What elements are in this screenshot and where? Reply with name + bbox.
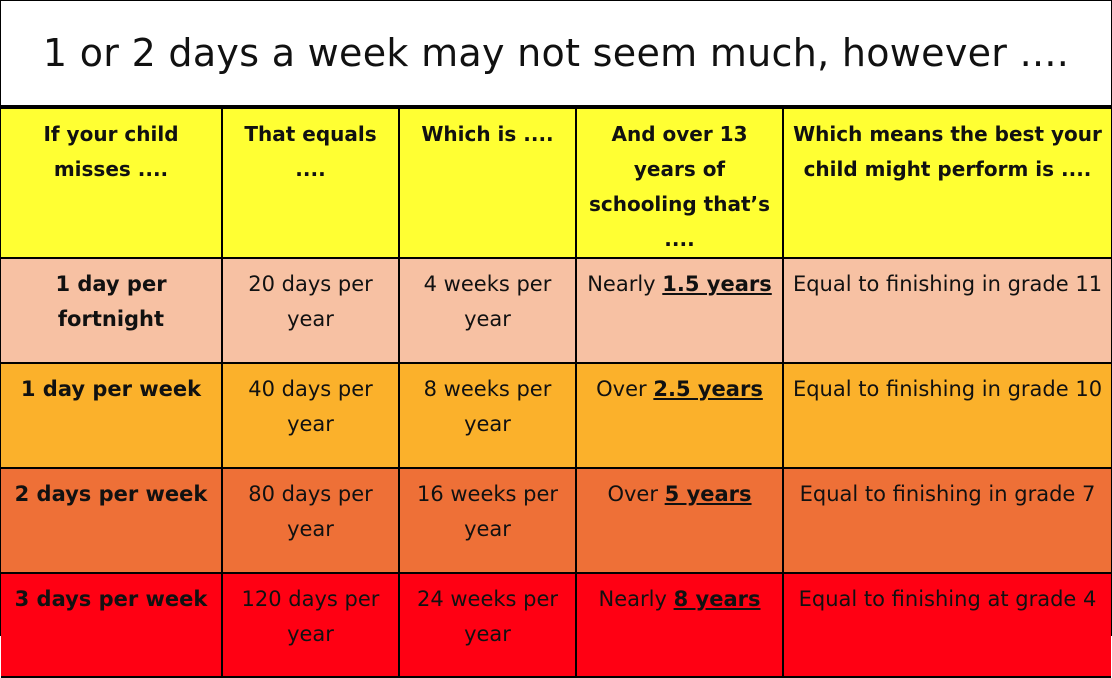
over-amount: 8 years [673, 587, 761, 611]
row-equals: 120 days per year [221, 572, 400, 678]
over-amount: 5 years [664, 482, 752, 506]
table-row: 2 days per week 80 days per year 16 week… [1, 467, 1111, 574]
row-equals: 20 days per year [221, 257, 400, 364]
row-over-13-years: Nearly 1.5 years [575, 257, 784, 364]
page-title: 1 or 2 days a week may not seem much, ho… [42, 31, 1070, 75]
title-bar: 1 or 2 days a week may not seem much, ho… [1, 1, 1111, 107]
table-row: 1 day per week 40 days per year 8 weeks … [1, 362, 1111, 469]
header-misses: If your child misses .... [1, 107, 223, 259]
row-which-is: 8 weeks per year [398, 362, 577, 469]
row-equals: 80 days per year [221, 467, 400, 574]
row-misses: 3 days per week [1, 572, 223, 678]
row-which-is: 16 weeks per year [398, 467, 577, 574]
row-over-13-years: Nearly 8 years [575, 572, 784, 678]
header-row: If your child misses .... That equals ..… [1, 107, 1111, 259]
row-which-is: 4 weeks per year [398, 257, 577, 364]
table-row: 1 day per fortnight 20 days per year 4 w… [1, 257, 1111, 364]
row-misses: 1 day per week [1, 362, 223, 469]
row-over-13-years: Over 5 years [575, 467, 784, 574]
table-row: 3 days per week 120 days per year 24 wee… [1, 572, 1111, 678]
header-which-is: Which is .... [398, 107, 577, 259]
header-best-performance: Which means the best your child might pe… [782, 107, 1111, 259]
row-which-is: 24 weeks per year [398, 572, 577, 678]
row-perform: Equal to finishing at grade 4 [782, 572, 1111, 678]
over-prefix: Nearly [598, 587, 667, 611]
row-misses: 2 days per week [1, 467, 223, 574]
row-misses: 1 day per fortnight [1, 257, 223, 364]
attendance-table: If your child misses .... That equals ..… [1, 107, 1111, 678]
over-prefix: Over [607, 482, 658, 506]
header-equals: That equals .... [221, 107, 400, 259]
over-prefix: Over [596, 377, 647, 401]
over-amount: 1.5 years [662, 272, 772, 296]
row-perform: Equal to finishing in grade 10 [782, 362, 1111, 469]
over-prefix: Nearly [587, 272, 656, 296]
row-perform: Equal to finishing in grade 11 [782, 257, 1111, 364]
header-over-13-years: And over 13 years of schooling that’s ..… [575, 107, 784, 259]
row-equals: 40 days per year [221, 362, 400, 469]
over-amount: 2.5 years [653, 377, 763, 401]
row-perform: Equal to finishing in grade 7 [782, 467, 1111, 574]
row-over-13-years: Over 2.5 years [575, 362, 784, 469]
